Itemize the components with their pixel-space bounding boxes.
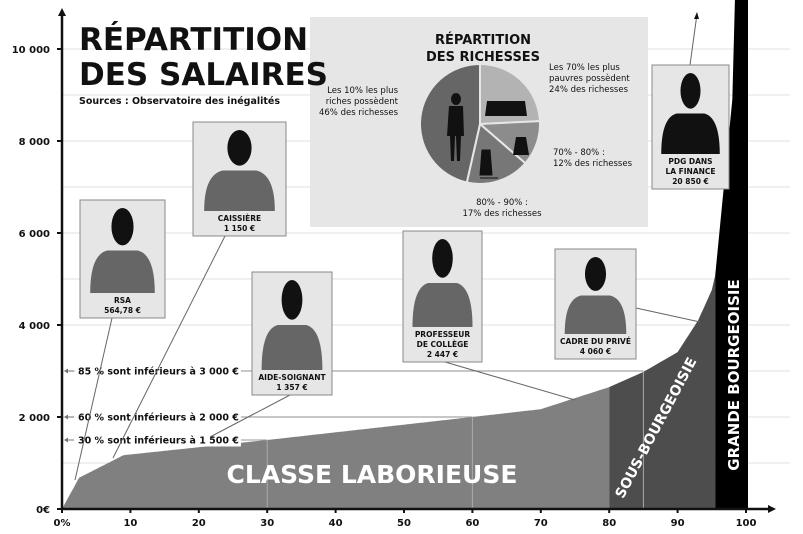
pie-slice-label: Les 10% les plus bbox=[327, 86, 398, 96]
crowd-icon bbox=[485, 101, 527, 116]
region-laborieuse bbox=[62, 387, 610, 509]
x-tick-label: 70 bbox=[534, 518, 548, 529]
connector-line bbox=[74, 317, 113, 481]
pie-slice-label: 12% des richesses bbox=[553, 159, 633, 169]
card-salary: 4 060 € bbox=[580, 347, 611, 356]
x-tick-label: 10 bbox=[123, 518, 137, 529]
x-tick-label: 80 bbox=[602, 518, 616, 529]
x-tick-label: 100 bbox=[736, 518, 757, 529]
pie-panel: RÉPARTITION DES RICHESSES Les 70% les plus… bbox=[310, 17, 648, 227]
pie-slice-label: 70% - 80% : bbox=[553, 148, 605, 158]
region-label-laborieuse: CLASSE LABORIEUSE bbox=[227, 460, 518, 489]
x-tick-label: 20 bbox=[192, 518, 206, 529]
x-tick-label: 60 bbox=[465, 518, 479, 529]
title-line1: RÉPARTITION bbox=[79, 22, 308, 58]
y-axis-arrow bbox=[58, 8, 66, 16]
x-tick-label: 40 bbox=[329, 518, 343, 529]
axes: 0% 10 20 30 40 50 60 70 80 90 100 0€ 2 000 4 000 6 000… bbox=[12, 8, 776, 529]
card-title: PROFESSEUR bbox=[415, 330, 471, 339]
connector-line bbox=[635, 307, 701, 323]
person-head-icon bbox=[584, 257, 607, 291]
person-head-icon bbox=[432, 238, 453, 278]
card-salary: 1 150 € bbox=[224, 224, 255, 233]
card-title: PDG DANS bbox=[668, 157, 712, 166]
annotation-text: 85 % sont inférieurs à 3 000 € bbox=[78, 367, 239, 378]
arrow-left-icon bbox=[64, 368, 68, 374]
rich-person-body-icon bbox=[447, 106, 464, 161]
card-title: CAISSIÈRE bbox=[218, 214, 261, 223]
person-silhouette-icon bbox=[204, 170, 275, 211]
person-silhouette-icon bbox=[261, 325, 323, 370]
source-text: Sources : Observatoire des inégalités bbox=[79, 96, 280, 107]
arrow-up-icon bbox=[694, 12, 699, 19]
connector-line bbox=[444, 361, 576, 401]
pie-title-line2: DES RICHESSES bbox=[426, 50, 540, 65]
card-title: LA FINANCE bbox=[665, 167, 715, 176]
pie-slice-label: 46% des richesses bbox=[319, 108, 399, 118]
annotation-bg bbox=[76, 435, 241, 447]
region-label-grande-bourgeoisie: GRANDE BOURGEOISIE bbox=[725, 279, 743, 470]
y-tick-label: 4 000 bbox=[19, 321, 50, 332]
region-sous-bourgeoisie bbox=[609, 275, 716, 509]
card-salary: 564,78 € bbox=[104, 306, 141, 315]
rich-person-icon bbox=[451, 93, 461, 105]
x-tick-label: 50 bbox=[397, 518, 411, 529]
card-title: CADRE DU PRIVÉ bbox=[560, 337, 631, 346]
y-tick-label: 0€ bbox=[36, 505, 50, 516]
pie-slice-label: pauvres possèdent bbox=[549, 73, 630, 84]
title-block: RÉPARTITION DES SALAIRES Sources : Obser… bbox=[79, 22, 328, 107]
pie-slice-label: 80% - 90% : bbox=[476, 198, 528, 208]
person-silhouette-icon bbox=[661, 113, 720, 154]
annotation-text: 30 % sont inférieurs à 1 500 € bbox=[78, 436, 239, 447]
person-head-icon bbox=[680, 73, 701, 109]
pie-slice-label: 17% des richesses bbox=[462, 209, 542, 219]
person-silhouette-icon bbox=[412, 283, 473, 327]
region-grande-bourgeoisie bbox=[715, 0, 748, 509]
couple-icon bbox=[513, 137, 529, 155]
arrow-left-icon bbox=[64, 437, 68, 443]
area-regions: CLASSE LABORIEUSE SOUS-BOURGEOISIE GRANDE … bbox=[62, 0, 748, 509]
annotation-bg bbox=[76, 366, 241, 378]
card-title: RSA bbox=[114, 296, 131, 305]
pie-slice-label: 24% des richesses bbox=[549, 85, 629, 95]
card-salary: 20 850 € bbox=[672, 177, 709, 186]
connector-line bbox=[209, 394, 291, 438]
x-tick-label: 30 bbox=[260, 518, 274, 529]
pie-slice-label: riches possèdent bbox=[326, 96, 399, 107]
arrow-left-icon bbox=[64, 414, 68, 420]
pie-slice-label: Les 70% les plus bbox=[549, 63, 620, 73]
scooter-person-icon bbox=[479, 149, 498, 179]
card-salary: 1 357 € bbox=[276, 383, 307, 392]
person-silhouette-icon bbox=[90, 250, 155, 293]
x-axis-arrow bbox=[768, 505, 776, 513]
y-tick-label: 2 000 bbox=[19, 413, 50, 424]
card-title: DE COLLÈGE bbox=[417, 340, 469, 349]
card-title: AIDE-SOIGNANT bbox=[258, 373, 326, 382]
person-silhouette-icon bbox=[564, 295, 627, 334]
y-tick-label: 10 000 bbox=[12, 45, 50, 56]
connector-line bbox=[112, 235, 226, 459]
person-head-icon bbox=[111, 208, 134, 246]
title-line2: DES SALAIRES bbox=[79, 57, 328, 93]
pie-title-line1: RÉPARTITION bbox=[435, 32, 531, 48]
y-tick-label: 8 000 bbox=[19, 137, 50, 148]
annotation-text: 60 % sont inférieurs à 2 000 € bbox=[78, 413, 239, 424]
person-head-icon bbox=[227, 130, 252, 166]
card-salary: 2 447 € bbox=[427, 350, 458, 359]
x-tick-label: 0% bbox=[54, 518, 71, 529]
x-tick-label: 90 bbox=[671, 518, 685, 529]
connector-line bbox=[689, 13, 698, 66]
y-tick-label: 6 000 bbox=[19, 229, 50, 240]
annotation-bg bbox=[76, 412, 241, 424]
person-head-icon bbox=[281, 280, 303, 320]
